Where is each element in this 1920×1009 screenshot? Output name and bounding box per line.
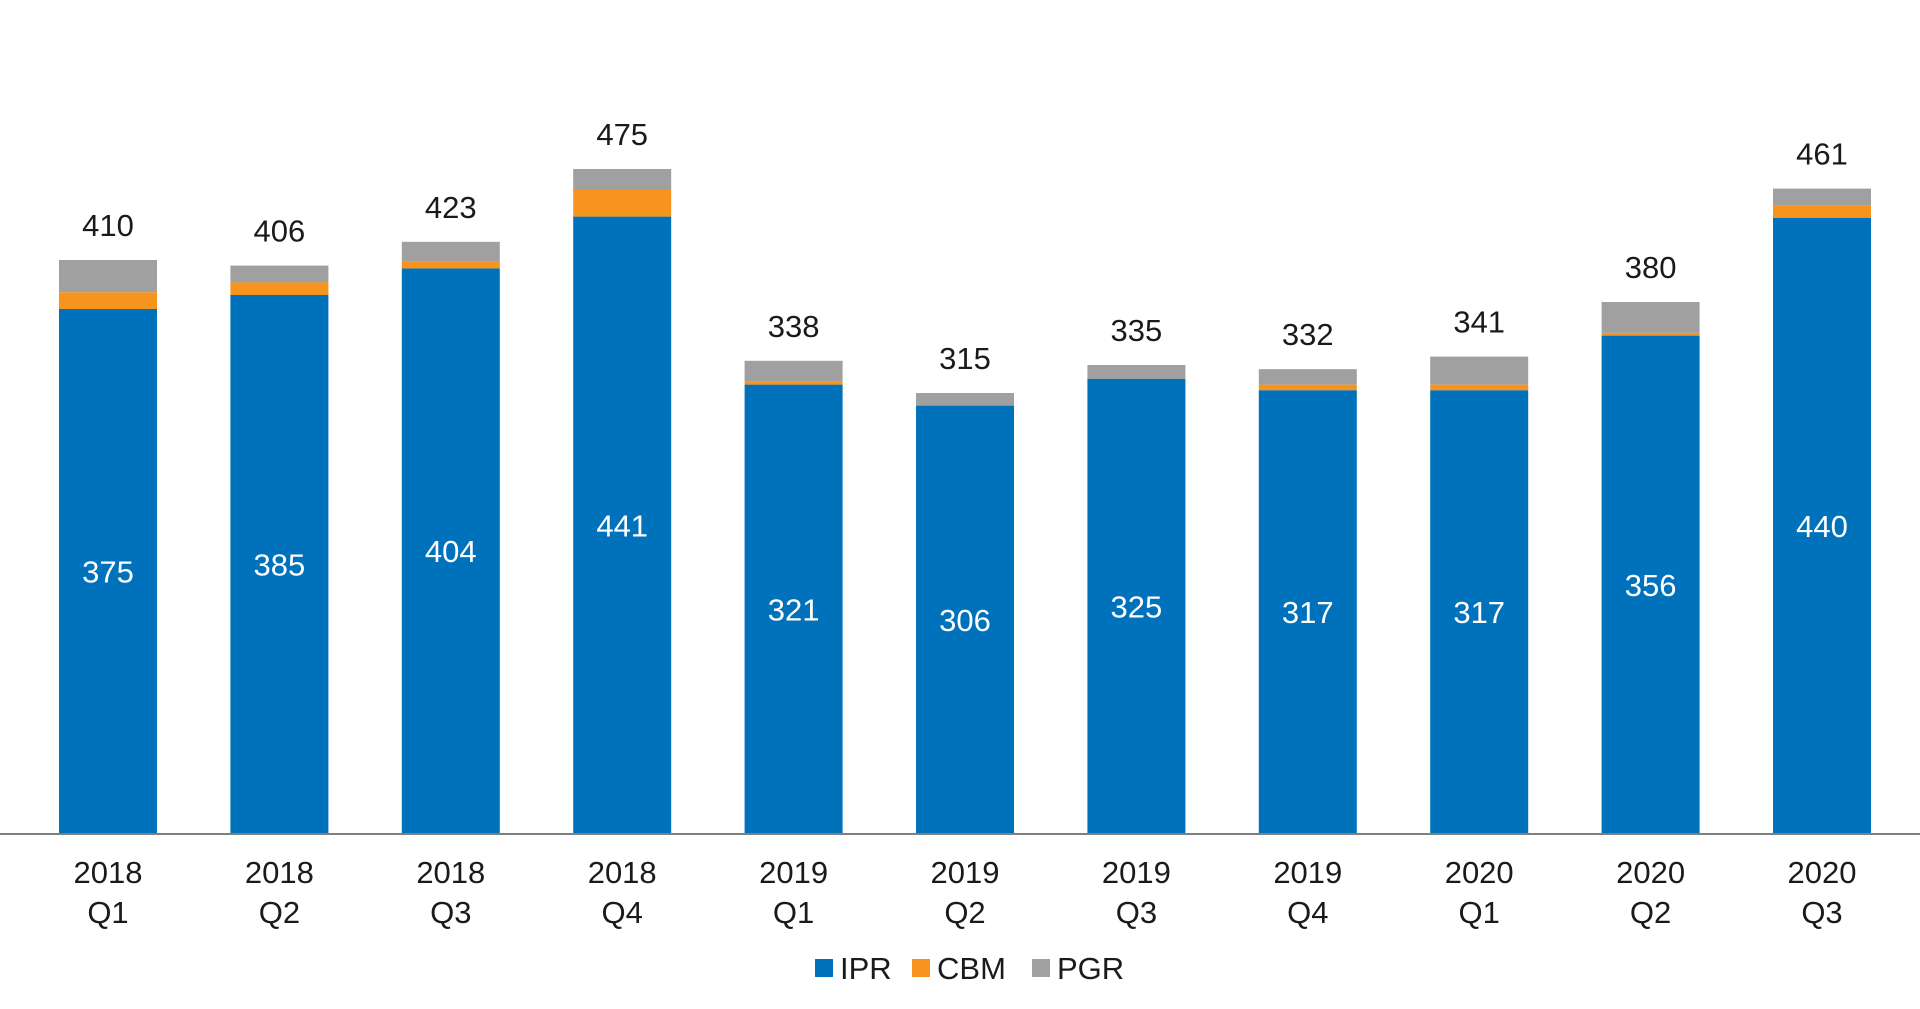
bar-segment-cbm [230, 282, 328, 295]
x-tick-label-year: 2019 [931, 855, 1000, 890]
data-label-total: 332 [1282, 317, 1334, 352]
x-tick-label-quarter: Q4 [602, 895, 643, 930]
data-label-total: 423 [425, 190, 477, 225]
bar-segment-cbm [1430, 385, 1528, 391]
data-label-ipr: 375 [82, 555, 134, 590]
x-tick-label-year: 2018 [74, 855, 143, 890]
legend: IPR CBM PGR [815, 951, 1124, 986]
x-tick-label-year: 2020 [1445, 855, 1514, 890]
data-label-ipr: 356 [1625, 568, 1677, 603]
x-tick-label-quarter: Q3 [430, 895, 471, 930]
bar-segment-pgr [916, 393, 1014, 406]
data-label-ipr: 404 [425, 534, 477, 569]
x-tick-label-quarter: Q3 [1801, 895, 1842, 930]
x-tick-label-year: 2020 [1788, 855, 1857, 890]
data-label-total: 406 [254, 214, 306, 249]
bar-segment-cbm [573, 190, 671, 217]
x-tick-label-year: 2018 [416, 855, 485, 890]
x-tick-label-year: 2018 [588, 855, 657, 890]
data-label-total: 410 [82, 208, 134, 243]
bar-segment-pgr [230, 266, 328, 283]
bar-segment-pgr [402, 242, 500, 262]
legend-label-cbm: CBM [937, 951, 1006, 986]
bar-segment-pgr [573, 169, 671, 190]
bar-segment-pgr [59, 260, 157, 292]
x-tick-label-quarter: Q2 [1630, 895, 1671, 930]
legend-label-ipr: IPR [840, 951, 892, 986]
bar-segment-cbm [745, 382, 843, 385]
bar-segment-cbm [1773, 205, 1871, 218]
x-tick-label-quarter: Q1 [87, 895, 128, 930]
data-label-total: 335 [1111, 313, 1163, 348]
data-label-ipr: 440 [1796, 509, 1848, 544]
bar-segment-cbm [402, 261, 500, 268]
x-tick-label-year: 2018 [245, 855, 314, 890]
data-label-ipr: 325 [1111, 590, 1163, 625]
x-tick-label-quarter: Q1 [1459, 895, 1500, 930]
data-label-ipr: 317 [1282, 595, 1334, 630]
data-label-ipr: 321 [768, 592, 820, 627]
data-label-ipr: 306 [939, 603, 991, 638]
bar-segment-pgr [1430, 357, 1528, 385]
x-tick-label-year: 2019 [759, 855, 828, 890]
x-tick-label-year: 2019 [1273, 855, 1342, 890]
legend-swatch-cbm [912, 959, 930, 977]
legend-swatch-pgr [1032, 959, 1050, 977]
legend-label-pgr: PGR [1057, 951, 1124, 986]
bar-segment-pgr [1259, 369, 1357, 384]
data-label-total: 315 [939, 341, 991, 376]
bar-segment-pgr [1087, 365, 1185, 379]
bar-segment-pgr [745, 361, 843, 382]
x-tick-label-year: 2020 [1616, 855, 1685, 890]
data-label-total: 338 [768, 309, 820, 344]
data-label-ipr: 317 [1453, 595, 1505, 630]
bar-segment-pgr [1773, 189, 1871, 206]
bar-segment-cbm [59, 292, 157, 309]
bar-segment-cbm [1602, 333, 1700, 336]
x-tick-label-year: 2019 [1102, 855, 1171, 890]
bar-segment-pgr [1602, 302, 1700, 333]
data-label-total: 475 [596, 117, 648, 152]
bar-segment-cbm [1259, 385, 1357, 391]
x-tick-label-quarter: Q3 [1116, 895, 1157, 930]
bars-layer [59, 169, 1871, 834]
data-label-total: 380 [1625, 250, 1677, 285]
data-label-ipr: 441 [596, 508, 648, 543]
x-tick-label-quarter: Q2 [944, 895, 985, 930]
legend-swatch-ipr [815, 959, 833, 977]
x-tick-label-quarter: Q2 [259, 895, 300, 930]
stacked-bar-chart: 375 410 385 406 404 423 441 475 321 338 306 315 325 3… [0, 0, 1920, 1004]
data-label-ipr: 385 [254, 548, 306, 583]
data-label-total: 461 [1796, 137, 1848, 172]
x-axis-ticks: 2018 Q1 2018 Q2 2018 Q3 2018 Q4 2019 Q1 2019 Q2 2019… [74, 855, 1857, 930]
chart: 375 410 385 406 404 423 441 475 321 338 306 315 325 3… [0, 0, 1920, 1004]
data-label-total: 341 [1453, 305, 1505, 340]
x-tick-label-quarter: Q1 [773, 895, 814, 930]
x-tick-label-quarter: Q4 [1287, 895, 1328, 930]
